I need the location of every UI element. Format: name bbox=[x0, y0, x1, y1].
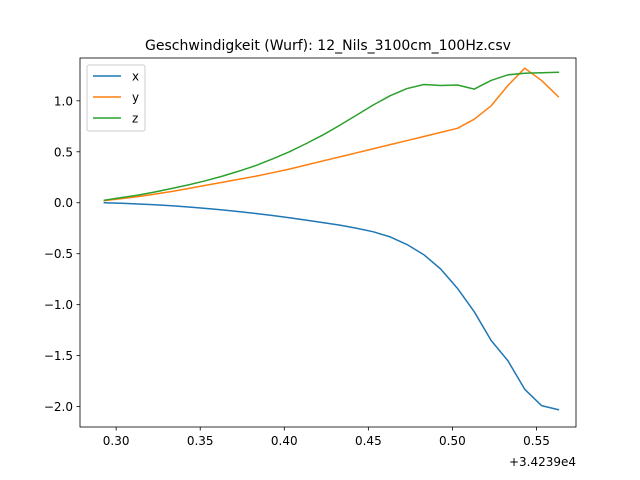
legend: xyz bbox=[86, 64, 146, 132]
y-tick-label: 1.0 bbox=[54, 94, 73, 108]
y-tick-label: −2.0 bbox=[44, 400, 73, 414]
y-tick-label: 0.5 bbox=[54, 145, 73, 159]
legend-label-y: y bbox=[132, 91, 139, 105]
y-tick-label: −0.5 bbox=[44, 247, 73, 261]
x-tick-label: 0.55 bbox=[523, 434, 550, 448]
x-axis-offset-label: +3.4239e4 bbox=[509, 455, 576, 469]
legend-box bbox=[86, 64, 146, 132]
x-tick-label: 0.50 bbox=[439, 434, 466, 448]
chart-title: Geschwindigkeit (Wurf): 12_Nils_3100cm_1… bbox=[145, 38, 511, 54]
y-tick-label: 0.0 bbox=[54, 196, 73, 210]
axes-layer: 0.30 0.35 0.40 0.45 0.50 0.55 −2.0 −1.5 −1.0 −0.5… bbox=[44, 57, 577, 448]
x-tick-label: 0.30 bbox=[103, 434, 130, 448]
x-tick-label: 0.35 bbox=[187, 434, 214, 448]
series-line-z bbox=[103, 71, 560, 202]
legend-label-z: z bbox=[132, 112, 138, 126]
series-line-x bbox=[103, 201, 560, 411]
x-tick-label: 0.45 bbox=[355, 434, 382, 448]
legend-label-x: x bbox=[132, 70, 139, 84]
y-tick-label: −1.0 bbox=[44, 298, 73, 312]
y-tick-label: −1.5 bbox=[44, 349, 73, 363]
series-line-y bbox=[103, 67, 560, 202]
series-layer bbox=[103, 67, 560, 411]
plot-frame bbox=[79, 57, 577, 428]
x-tick-label: 0.40 bbox=[271, 434, 298, 448]
